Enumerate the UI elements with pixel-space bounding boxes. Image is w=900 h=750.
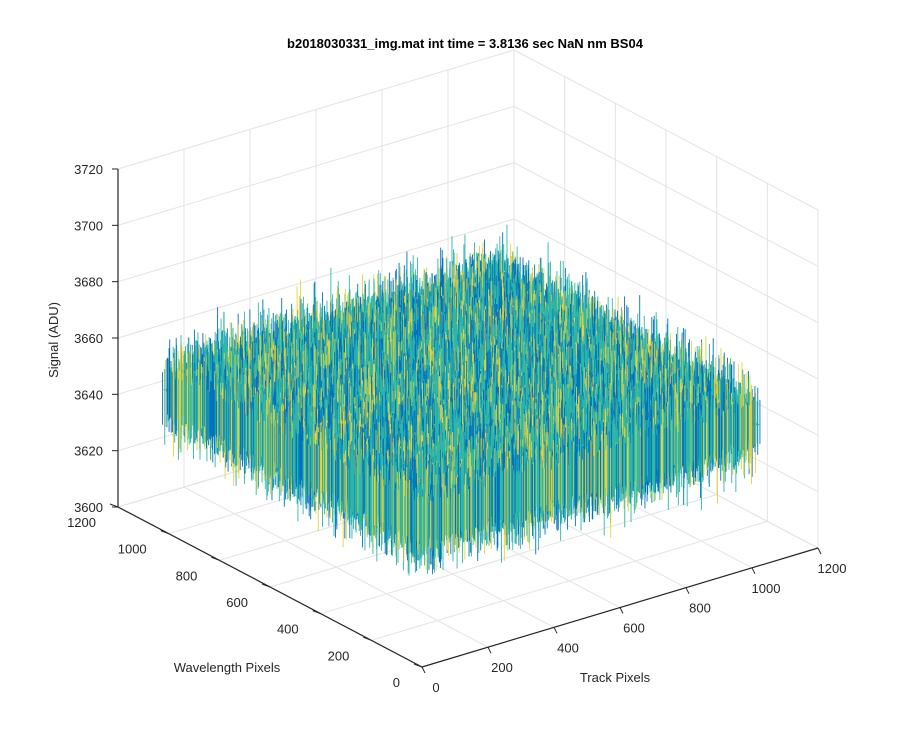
grid-line-y-floor: [320, 494, 717, 615]
grid-line-z-side: [513, 218, 819, 380]
grid-line-z-side: [513, 162, 819, 324]
grid-line-z-back: [117, 218, 515, 339]
surface: [162, 224, 761, 576]
grid-line-z-back: [117, 162, 515, 283]
grid-line-y-floor: [371, 520, 768, 641]
grid-line-z-back: [117, 105, 515, 226]
grid-line-z-side: [513, 105, 819, 267]
grid-line-z-back: [117, 49, 515, 170]
grid-line-z-side: [513, 49, 819, 211]
